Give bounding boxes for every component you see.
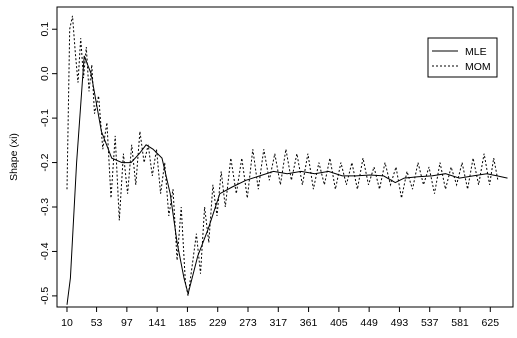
- legend-mle-label: MLE: [465, 46, 487, 58]
- x-tick-label: 449: [360, 317, 378, 329]
- x-tick-label: 361: [300, 317, 318, 329]
- y-tick-label: -0.3: [39, 198, 51, 216]
- legend-mom-label: MOM: [465, 61, 491, 73]
- plot-frame: [56, 6, 514, 308]
- series-layer: [66, 15, 508, 305]
- y-tick-label: 0.1: [39, 22, 51, 37]
- y-tick-label: 0.0: [39, 66, 51, 81]
- x-tick-label: 581: [451, 317, 469, 329]
- x-tick-label: 185: [179, 317, 197, 329]
- series-line-mom: [66, 15, 499, 296]
- x-tick-label: 273: [239, 317, 257, 329]
- y-tick-label: -0.1: [39, 109, 51, 127]
- y-tick-label: -0.2: [39, 153, 51, 171]
- legend-box: [427, 37, 498, 78]
- y-axis-label: Shape (xi): [8, 133, 20, 181]
- x-tick-label: 493: [391, 317, 409, 329]
- x-tick-label: 405: [330, 317, 348, 329]
- x-tick-label: 229: [209, 317, 227, 329]
- x-tick-label: 537: [421, 317, 439, 329]
- series-line-mle: [66, 55, 508, 305]
- x-tick-label: 625: [482, 317, 500, 329]
- y-tick-label: -0.5: [39, 287, 51, 305]
- x-tick-label: 10: [61, 317, 73, 329]
- x-axis: 10 53 97 141 185 229 273 317 361 405 449 493 537 581 6…: [61, 307, 499, 329]
- x-tick-label: 141: [148, 317, 166, 329]
- y-axis: 0.1 0.0 -0.1 -0.2 -0.3 -0.4 -0.5: [39, 22, 57, 305]
- y-tick-label: -0.4: [39, 242, 51, 260]
- x-tick-label: 53: [91, 317, 103, 329]
- legend: MLE MOM: [427, 37, 498, 78]
- x-tick-label: 317: [270, 317, 288, 329]
- x-tick-label: 97: [121, 317, 133, 329]
